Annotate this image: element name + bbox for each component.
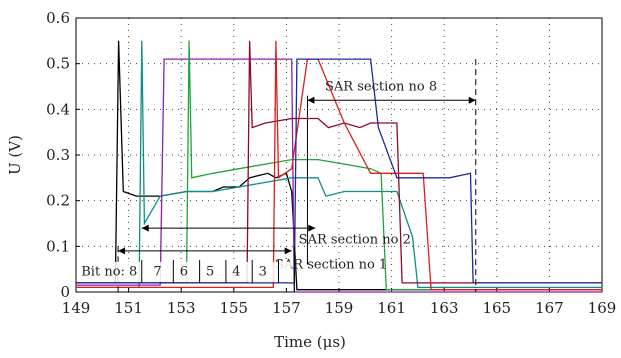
annotation-sar8: SAR section no 8 xyxy=(325,80,437,95)
bit-label-box xyxy=(78,261,292,282)
series-line xyxy=(76,40,602,291)
x-axis-label: Time (μs) xyxy=(274,333,346,351)
x-tick-label: 167 xyxy=(535,299,564,317)
x-tick-label: 159 xyxy=(325,299,354,317)
grid xyxy=(76,18,602,292)
series-group xyxy=(76,40,602,293)
y-tick-label: 0.2 xyxy=(46,192,70,210)
arrow xyxy=(118,247,292,255)
annotation-bit-number: 4 xyxy=(232,264,240,279)
x-tick-label: 153 xyxy=(167,299,196,317)
x-tick-label: 155 xyxy=(219,299,248,317)
y-axis-label: U (V) xyxy=(6,135,24,175)
annotation-bit-label: Bit no: 8 xyxy=(81,264,137,279)
annotation-bit-number: 3 xyxy=(259,264,267,279)
x-tick-label: 161 xyxy=(377,299,406,317)
annotation-bit-number: 7 xyxy=(153,264,161,279)
arrow xyxy=(307,96,476,104)
series-line xyxy=(76,58,602,284)
x-tick-label: 165 xyxy=(482,299,511,317)
x-axis-ticks: 149 151 153 155 157 159 161 163 165 167 169 xyxy=(62,288,617,317)
x-tick-label: 163 xyxy=(430,299,459,317)
y-tick-label: 0 xyxy=(60,283,70,301)
y-tick-label: 0.1 xyxy=(46,237,70,255)
annotation-sar2: SAR section no 2 xyxy=(299,232,411,247)
series-line xyxy=(76,58,602,293)
x-tick-label: 149 xyxy=(62,299,91,317)
series-line xyxy=(76,40,602,284)
y-tick-label: 0.4 xyxy=(46,100,70,118)
annotation-bit-number: 6 xyxy=(180,264,188,279)
x-tick-label: 169 xyxy=(588,299,617,317)
x-tick-label: 157 xyxy=(272,299,301,317)
y-tick-label: 0.6 xyxy=(46,9,70,27)
y-axis-ticks: 0 0.1 0.2 0.3 0.4 0.5 0.6 xyxy=(46,9,80,301)
y-tick-label: 0.5 xyxy=(46,55,70,73)
x-tick-label: 151 xyxy=(114,299,143,317)
annotation-sar1: SAR section no 1 xyxy=(275,258,387,273)
y-tick-label: 0.3 xyxy=(46,146,70,164)
annotations: SAR section no 8 SAR section no 2 SAR sect… xyxy=(78,59,477,292)
arrow xyxy=(141,224,316,232)
annotation-bit-number: 5 xyxy=(206,264,214,279)
